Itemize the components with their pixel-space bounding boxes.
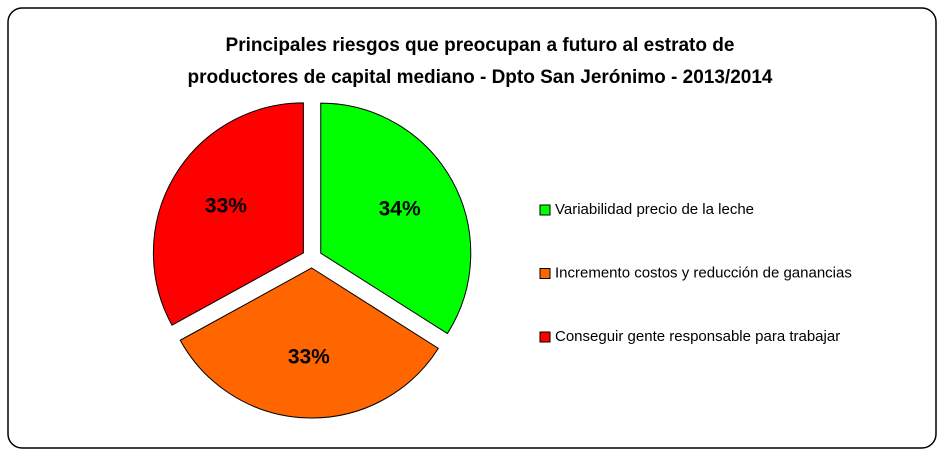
legend-label: Variabilidad precio de la leche — [555, 201, 754, 218]
pie-slice — [320, 102, 472, 335]
chart-title: productores de capital mediano - Dpto Sa… — [188, 67, 773, 88]
value-label: 34% — [379, 197, 421, 220]
pie-slice — [152, 102, 304, 326]
legend-label: Conseguir gente responsable para trabaja… — [555, 328, 840, 345]
chart-title: Principales riesgos que preocupan a futu… — [226, 35, 735, 56]
value-label: 33% — [288, 345, 330, 368]
legend-swatch — [539, 268, 551, 279]
legend-swatch — [539, 204, 551, 216]
pie-slice — [179, 267, 440, 419]
legend-label: Incremento costos y reducción de gananci… — [555, 264, 852, 281]
value-label: 33% — [205, 195, 247, 218]
legend-swatch — [539, 331, 551, 343]
